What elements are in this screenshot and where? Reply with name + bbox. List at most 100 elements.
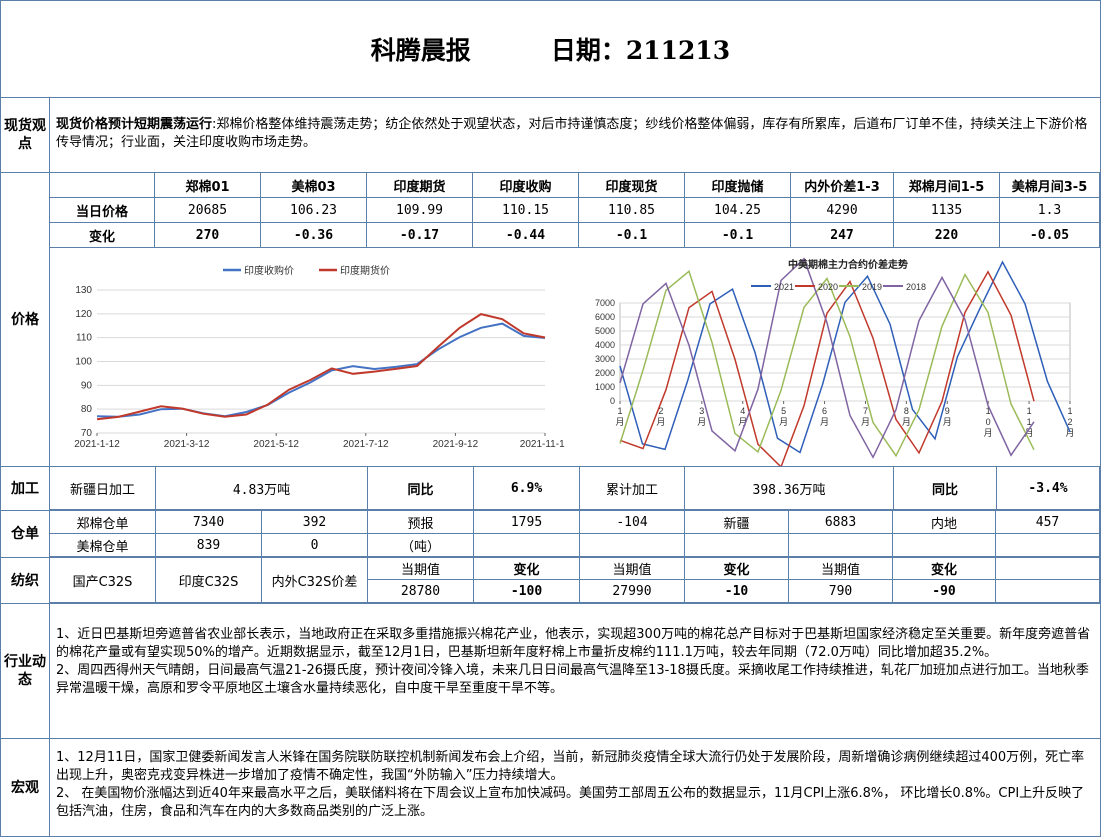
- warehouse-cell: 457: [996, 511, 1100, 534]
- current-price-value: 20685: [155, 198, 261, 223]
- price-header: 郑棉月间1-5: [894, 173, 1000, 198]
- change-label: 变化: [50, 223, 155, 248]
- y-tick-label: 0: [610, 396, 615, 406]
- price-label: 价格: [1, 173, 50, 466]
- warehouse-table: 郑棉仓单 7340 392 预报 1795 -104 新疆 6883 内地 45…: [50, 511, 1100, 557]
- textile-label: 纺织: [1, 558, 50, 603]
- y-tick-label: 80: [81, 404, 93, 415]
- textile-cell: 国产C32S: [50, 558, 156, 603]
- legend-label: 印度收购价: [244, 264, 294, 277]
- textile-cell: 28780: [368, 580, 474, 603]
- textile-cell: 变化: [474, 558, 580, 580]
- report-date: 日期：211213: [550, 36, 731, 65]
- spot-view-label: 现货观点: [1, 98, 50, 172]
- current-price-value: 104.25: [685, 198, 791, 223]
- textile-cell: 变化: [893, 558, 996, 580]
- current-price-value: 106.23: [261, 198, 367, 223]
- price-change-value: -0.17: [367, 223, 473, 248]
- current-price-value: 109.99: [367, 198, 473, 223]
- industry-paragraph: 2、周四西得州天气晴朗，日间最高气温21-26摄氏度，预计夜间冷锋入境，未来几日…: [56, 663, 1089, 696]
- textile-cell: 印度C32S: [156, 558, 262, 603]
- industry-paragraph: 1、近日巴基斯坦旁遮普省农业部长表示，当地政府正在采取多重措施振兴棉花产业，他表…: [56, 627, 1091, 660]
- x-tick-label: 2021-3-12: [164, 439, 210, 450]
- series-line-2020: [619, 270, 1035, 466]
- x-tick-label: 2021-11-12: [520, 439, 565, 450]
- y-tick-label: 130: [75, 285, 92, 296]
- price-change-value: -0.1: [579, 223, 685, 248]
- india-price-chart: 70 80 90 100 110 120 130 2021-1-12 2021-3-12 2021…: [74, 264, 565, 450]
- price-change-value: 247: [791, 223, 894, 248]
- x-tick-label: 2021-1-12: [74, 439, 120, 450]
- warehouse-cell: 0: [262, 534, 368, 557]
- textile-table: 国产C32S 当期值 变化 印度C32S 当期值 变化 内外C32S价差 当期值…: [50, 558, 1100, 603]
- textile-cell: 当期值: [789, 558, 893, 580]
- warehouse-cell: 7340: [156, 511, 262, 534]
- macro-paragraph: 2、 在美国物价涨幅达到近40年来最高水平之后，美联储料将在下周会议上宣布加快减…: [56, 786, 1085, 819]
- report-header: 科腾晨报 日期：211213: [1, 1, 1100, 98]
- warehouse-cell: 内地: [893, 511, 996, 534]
- spot-text: :郑棉价格整体维持震荡走势；纺企依然处于观望状态，对后市持谨慎态度；纱线价格整体…: [56, 117, 1088, 150]
- price-header: 印度现货: [579, 173, 685, 198]
- report-title: 科腾晨报: [370, 36, 471, 65]
- legend-label: 2019: [862, 282, 882, 292]
- price-change-value: 220: [894, 223, 1000, 248]
- processing-cell: 6.9%: [474, 467, 580, 510]
- warehouse-cell: 美棉仓单: [50, 534, 156, 557]
- textile-cell: 27990: [580, 580, 685, 603]
- textile-cell: 变化: [685, 558, 789, 580]
- y-tick-label: 4000: [595, 340, 615, 350]
- macro-label: 宏观: [1, 739, 50, 836]
- textile-cell: 790: [789, 580, 893, 603]
- price-header: 印度抛储: [685, 173, 791, 198]
- price-header: 印度收购: [473, 173, 579, 198]
- x-tick-label: 2021-5-12: [253, 439, 299, 450]
- plot-frame: [619, 302, 1071, 402]
- price-change-value: -0.05: [1000, 223, 1100, 248]
- y-tick-label: 110: [76, 333, 92, 344]
- series-line-2019: [619, 270, 1035, 458]
- y-tick-label: 90: [81, 380, 93, 391]
- y-tick-label: 120: [75, 309, 92, 320]
- warehouse-section: 仓单 郑棉仓单 7340 392 预报 1795 -104 新疆 6883 内地…: [1, 511, 1100, 558]
- warehouse-cell: 392: [262, 511, 368, 534]
- series-line-2021: [619, 260, 1071, 454]
- price-header: 内外价差1-3: [791, 173, 894, 198]
- textile-cell: -90: [893, 580, 996, 603]
- macro-section: 宏观 1、12月11日，国家卫健委新闻发言人米锋在国务院联防联控机制新闻发布会上…: [1, 739, 1100, 836]
- y-tick-label: 7000: [595, 298, 615, 308]
- warehouse-cell: -104: [580, 511, 685, 534]
- textile-cell: 内外C32S价差: [262, 558, 368, 603]
- chart-title: 中美期棉主力合约价差走势: [788, 258, 908, 271]
- processing-label: 加工: [1, 467, 50, 510]
- series-line-印度收购价: [96, 322, 546, 418]
- warehouse-cell: 新疆: [685, 511, 789, 534]
- price-change-value: -0.36: [261, 223, 367, 248]
- series-line-印度期货价: [96, 313, 546, 421]
- y-tick-label: 3000: [595, 354, 615, 364]
- y-tick-label: 1000: [595, 382, 615, 392]
- legend-label: 2021: [774, 282, 794, 292]
- spot-headline: 现货价格预计短期震荡运行: [56, 117, 213, 132]
- current-price-value: 110.85: [579, 198, 685, 223]
- current-price-label: 当日价格: [50, 198, 155, 223]
- current-price-value: 1135: [894, 198, 1000, 223]
- price-table: 郑棉01 美棉03 印度期货 印度收购 印度现货 印度抛储 内外价差1-3 郑棉…: [50, 173, 1100, 248]
- y-tick-label: 6000: [595, 312, 615, 322]
- y-tick-label: 70: [81, 428, 93, 439]
- legend-label: 2018: [906, 282, 926, 292]
- current-price-value: 1.3: [1000, 198, 1100, 223]
- current-price-value: 4290: [791, 198, 894, 223]
- warehouse-cell: 6883: [789, 511, 893, 534]
- warehouse-cell: 预报: [368, 511, 474, 534]
- price-change-value: 270: [155, 223, 261, 248]
- price-header: 美棉月间3-5: [1000, 173, 1100, 198]
- y-tick-label: 2000: [595, 368, 615, 378]
